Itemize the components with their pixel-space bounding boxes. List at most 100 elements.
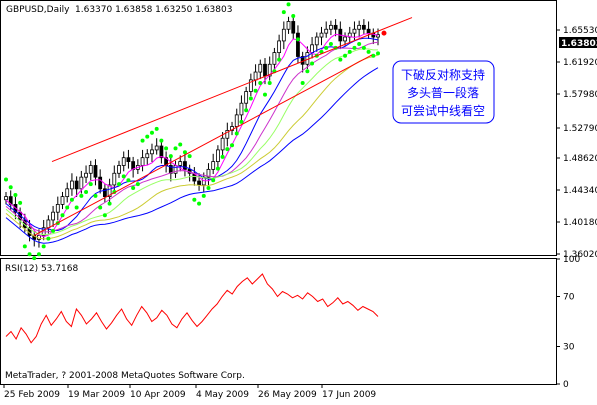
candle-body xyxy=(376,34,380,38)
sar-dot xyxy=(262,92,267,97)
sar-dot xyxy=(286,2,291,7)
time-tick-label: 26 May 2009 xyxy=(258,390,317,400)
sar-dot xyxy=(277,57,282,62)
sar-dot xyxy=(197,201,202,206)
candle-body xyxy=(197,180,201,186)
price-tick-label: 1.44340 xyxy=(563,186,597,196)
sar-dot xyxy=(352,45,357,50)
candle-body xyxy=(154,145,159,151)
sar-dot xyxy=(178,142,183,147)
sar-dot xyxy=(357,42,362,47)
price-axis: 1.65530 1.61920 1.57980 1.52790 1.48620 1.443… xyxy=(556,26,597,260)
sar-dot xyxy=(182,150,187,155)
sar-dot xyxy=(267,80,272,85)
candle-body xyxy=(263,63,267,77)
sar-dot xyxy=(201,193,206,198)
candle-body xyxy=(107,184,112,198)
ma-lightgreen-line xyxy=(5,48,378,236)
time-tick-label: 25 Feb 2009 xyxy=(4,390,60,400)
candle-body xyxy=(329,24,333,30)
channel-upper-line xyxy=(51,17,413,163)
candle-body xyxy=(352,28,357,34)
candle-body xyxy=(206,168,211,178)
sar-dot xyxy=(211,178,216,183)
rsi-layer xyxy=(5,273,379,344)
sar-dot xyxy=(230,143,235,148)
sar-dot xyxy=(121,174,126,179)
sar-dot xyxy=(145,134,150,139)
candle-body xyxy=(319,32,324,38)
candle-body xyxy=(70,180,74,190)
sar-dot xyxy=(18,200,23,205)
rsi-axis: 100 70 30 0 xyxy=(556,255,580,390)
sar-dot xyxy=(343,53,348,58)
candle-body xyxy=(258,63,263,73)
candle-body xyxy=(145,153,150,159)
sar-dot xyxy=(220,154,225,159)
candle-body xyxy=(234,114,239,127)
price-tick-label: 1.40180 xyxy=(563,218,597,228)
symbol-timeframe: GBPUSD,Daily xyxy=(6,5,70,15)
ma-olive-line xyxy=(5,54,379,240)
candle-body xyxy=(277,40,282,53)
current-price-label: 1.63803 xyxy=(561,39,597,49)
candle-body xyxy=(239,102,244,116)
rsi-panel[interactable] xyxy=(0,258,557,385)
candle-body xyxy=(281,28,286,42)
sar-dot xyxy=(258,80,263,85)
sar-dot xyxy=(324,45,329,50)
price-tick-label: 1.52790 xyxy=(563,124,597,134)
sar-dot xyxy=(300,80,305,85)
sar-dot xyxy=(310,61,315,66)
candle-body xyxy=(65,188,70,198)
sar-dot xyxy=(225,147,230,152)
time-tick-label: 17 Jun 2009 xyxy=(322,390,376,400)
candle-body xyxy=(248,79,253,92)
sar-dot xyxy=(69,197,74,202)
ma-slow-line xyxy=(5,67,379,244)
candle-body xyxy=(333,24,338,30)
candle-body xyxy=(296,32,300,57)
watermark: MetaTrader, ? 2001-2008 MetaQuotes Softw… xyxy=(5,371,245,381)
sar-dot xyxy=(319,49,324,54)
sar-dot xyxy=(140,138,145,143)
candle-body xyxy=(244,91,249,104)
candle-body xyxy=(215,149,220,162)
candle-body xyxy=(74,180,79,190)
sar-dot xyxy=(338,57,343,62)
sar-dot xyxy=(74,205,79,210)
candle-body xyxy=(286,21,291,30)
price-tick-label: 1.57980 xyxy=(563,90,597,100)
sar-dot xyxy=(98,205,103,210)
price-tick-label: 1.65530 xyxy=(563,26,597,36)
sar-dot xyxy=(22,244,27,249)
current-price-box xyxy=(559,37,597,48)
candle-body xyxy=(51,211,55,221)
sar-dot xyxy=(239,119,244,124)
sar-dot xyxy=(51,228,56,233)
sar-dot xyxy=(187,154,192,159)
sar-dot xyxy=(32,256,37,261)
candle-body xyxy=(93,165,98,178)
sar-dot xyxy=(206,186,211,191)
ma-violet-line xyxy=(5,41,379,233)
sar-dot xyxy=(244,108,249,113)
rsi-line xyxy=(5,273,379,344)
candle-body xyxy=(84,172,88,178)
sar-dot xyxy=(253,88,258,93)
time-tick-label: 10 Apr 2009 xyxy=(130,390,186,400)
ohlc-readout: 1.63370 1.63858 1.63250 1.63803 xyxy=(75,5,232,15)
annotation-line-2: 多头普一段落 xyxy=(407,85,479,100)
sar-dot xyxy=(328,42,333,47)
price-panel[interactable] xyxy=(0,0,557,256)
candle-body xyxy=(60,196,65,205)
annotation-box[interactable] xyxy=(392,60,495,124)
sar-dot xyxy=(295,37,300,42)
trend-channel-layer xyxy=(33,17,413,236)
candle-body xyxy=(88,165,93,174)
sar-dot xyxy=(173,146,178,151)
sar-dot xyxy=(126,178,131,183)
parabolic-sar-layer xyxy=(4,2,380,261)
